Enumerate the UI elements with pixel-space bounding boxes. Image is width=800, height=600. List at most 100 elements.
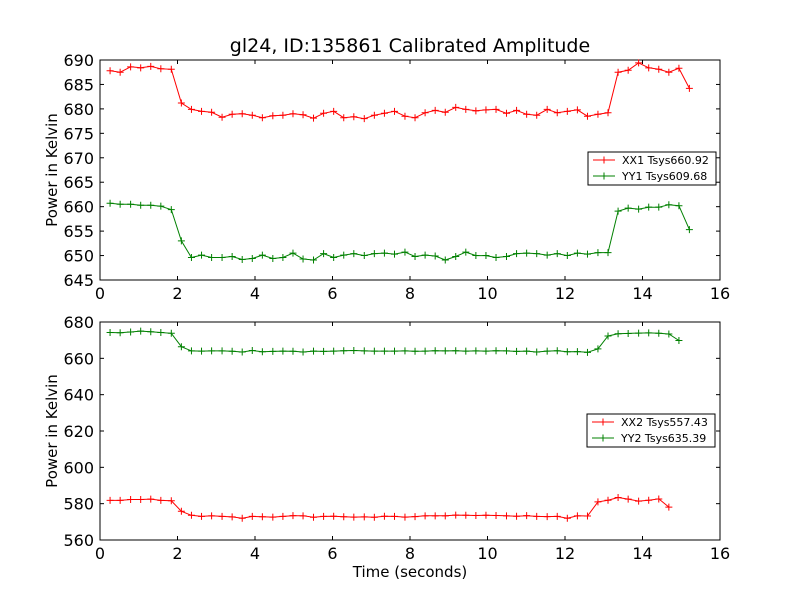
data-point-marker <box>513 347 521 355</box>
data-point-marker <box>187 105 195 113</box>
data-point-marker <box>320 109 328 117</box>
data-point-marker <box>187 511 195 519</box>
data-point-marker <box>360 347 368 355</box>
data-point-marker <box>269 254 277 262</box>
x-tick-label: 2 <box>172 284 182 303</box>
data-point-marker <box>645 203 653 211</box>
data-point-marker <box>147 328 155 336</box>
y-tick-label: 660 <box>63 198 94 217</box>
data-point-marker <box>258 251 266 259</box>
data-point-marker <box>320 347 328 355</box>
data-point-marker <box>665 68 673 76</box>
data-point-marker <box>350 113 358 121</box>
data-point-marker <box>299 111 307 119</box>
x-axis-label: Time (seconds) <box>352 563 468 581</box>
data-point-marker <box>238 110 246 118</box>
x-tick-label: 14 <box>632 284 652 303</box>
data-point-marker <box>330 512 338 520</box>
y-tick-label: 690 <box>63 51 94 70</box>
data-point-marker <box>360 252 368 260</box>
data-point-marker <box>543 513 551 521</box>
data-point-marker <box>533 512 541 520</box>
y-tick-label: 620 <box>63 422 94 441</box>
data-point-marker <box>604 496 612 504</box>
data-point-marker <box>279 512 287 520</box>
data-point-marker <box>431 347 439 355</box>
data-point-marker <box>583 250 591 258</box>
data-point-marker <box>624 329 632 337</box>
data-point-marker <box>452 253 460 261</box>
data-point-marker <box>635 329 643 337</box>
y-tick-label: 645 <box>63 271 94 290</box>
data-point-marker <box>492 105 500 113</box>
data-point-marker <box>127 328 135 336</box>
x-tick-label: 10 <box>477 284 497 303</box>
data-point-marker <box>655 495 663 503</box>
data-point-marker <box>238 255 246 263</box>
data-point-marker <box>573 249 581 257</box>
y-tick-label: 665 <box>63 173 94 192</box>
x-tick-label: 4 <box>250 284 260 303</box>
legend-label: YY1 Tsys609.68 <box>621 170 707 183</box>
data-point-marker <box>380 109 388 117</box>
data-point-marker <box>533 111 541 119</box>
data-point-marker <box>248 347 256 355</box>
data-point-marker <box>472 252 480 260</box>
data-point-marker <box>279 254 287 262</box>
data-point-marker <box>208 512 216 520</box>
x-tick-label: 0 <box>95 544 105 563</box>
data-point-marker <box>116 496 124 504</box>
data-point-marker <box>523 347 531 355</box>
data-point-marker <box>675 337 683 345</box>
data-point-marker <box>533 250 541 258</box>
legend: XX2 Tsys557.43 YY2 Tsys635.39 <box>586 413 716 448</box>
series-line <box>110 62 690 120</box>
data-point-marker <box>563 514 571 522</box>
data-point-marker <box>218 113 226 121</box>
data-point-marker <box>269 347 277 355</box>
data-point-marker <box>289 249 297 257</box>
data-point-marker <box>157 65 165 73</box>
data-point-marker <box>665 330 673 338</box>
data-point-marker <box>645 496 653 504</box>
y-tick-label: 600 <box>63 458 94 477</box>
legend-box <box>586 413 716 448</box>
data-point-marker <box>573 106 581 114</box>
data-point-marker <box>147 495 155 503</box>
data-point-marker <box>604 109 612 117</box>
data-point-marker <box>431 512 439 520</box>
data-point-marker <box>635 205 643 213</box>
data-point-marker <box>635 497 643 505</box>
data-point-marker <box>452 347 460 355</box>
data-point-marker <box>614 493 622 501</box>
data-point-marker <box>421 347 429 355</box>
data-point-marker <box>208 108 216 116</box>
data-point-marker <box>248 512 256 520</box>
data-point-marker <box>258 348 266 356</box>
data-point-marker <box>594 498 602 506</box>
data-point-marker <box>472 107 480 115</box>
data-point-marker <box>116 68 124 76</box>
series-line <box>110 202 690 261</box>
data-point-marker <box>482 252 490 260</box>
data-point-marker <box>583 512 591 520</box>
data-point-marker <box>289 512 297 520</box>
data-point-marker <box>624 66 632 74</box>
data-point-marker <box>452 103 460 111</box>
data-point-marker <box>391 512 398 520</box>
data-point-marker <box>492 347 500 355</box>
data-point-marker <box>106 199 114 207</box>
data-point-marker <box>228 347 236 355</box>
data-point-marker <box>401 112 409 120</box>
data-point-marker <box>380 249 388 257</box>
data-point-marker <box>330 347 338 355</box>
data-point-marker <box>391 347 398 355</box>
data-point-marker <box>665 201 673 209</box>
y-tick-label: 650 <box>63 247 94 266</box>
data-point-marker <box>157 202 165 210</box>
data-point-marker <box>553 347 561 355</box>
data-point-marker <box>350 347 358 355</box>
data-point-marker <box>370 111 378 119</box>
data-point-marker <box>330 107 338 115</box>
data-point-marker <box>116 329 124 337</box>
